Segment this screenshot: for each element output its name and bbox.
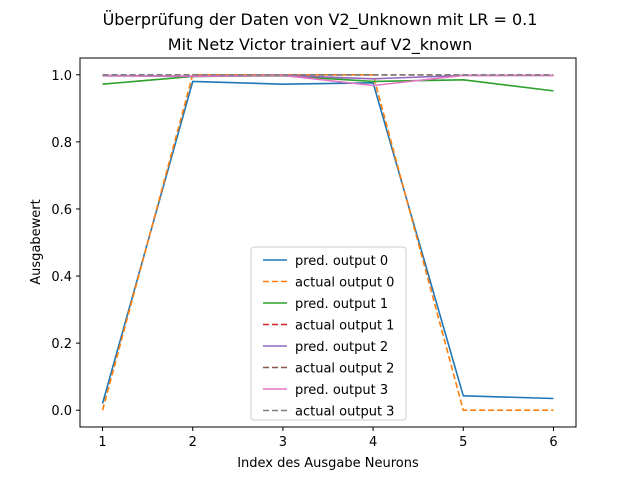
series-layer xyxy=(101,73,554,412)
legend-label: pred. output 1 xyxy=(295,297,388,312)
chart-subtitle: Mit Netz Victor trainiert auf V2_known xyxy=(168,35,472,55)
y-axis: 0.0 0.2 0.4 0.6 0.8 1.0 xyxy=(51,69,80,419)
y-axis-label: Ausgabewert xyxy=(29,199,44,284)
legend-label: actual output 1 xyxy=(295,319,394,334)
y-tick-label: 0.2 xyxy=(51,337,72,352)
x-tick-label: 1 xyxy=(98,435,106,450)
plot-frame xyxy=(79,57,577,428)
x-tick-label: 4 xyxy=(369,435,377,450)
legend-label: actual output 2 xyxy=(295,362,394,377)
series-line-0 xyxy=(101,80,554,404)
y-tick-label: 0.4 xyxy=(51,270,72,285)
x-axis-label: Index des Ausgabe Neurons xyxy=(237,456,419,471)
legend-label: pred. output 0 xyxy=(295,254,388,269)
series-line-2 xyxy=(102,74,554,92)
x-tick-label: 3 xyxy=(279,435,287,450)
series-line-6 xyxy=(102,74,554,87)
x-axis: 1 2 3 4 5 6 xyxy=(98,427,558,450)
legend: pred. output 0 actual output 0 pred. outpu… xyxy=(250,246,407,421)
legend-label: actual output 3 xyxy=(295,405,394,420)
legend-label: pred. output 2 xyxy=(295,340,388,355)
legend-items: pred. output 0 actual output 0 pred. outpu… xyxy=(263,254,394,420)
y-tick-label: 1.0 xyxy=(51,69,72,84)
legend-frame xyxy=(250,246,407,421)
y-tick-label: 0.8 xyxy=(51,136,72,151)
chart-title: Überprüfung der Daten von V2_Unknown mit… xyxy=(103,10,538,30)
x-tick-label: 6 xyxy=(549,435,557,450)
x-tick-label: 5 xyxy=(459,435,467,450)
y-tick-label: 0.6 xyxy=(51,203,72,218)
legend-label: actual output 0 xyxy=(295,276,394,291)
y-tick-label: 0.0 xyxy=(51,404,72,419)
legend-label: pred. output 3 xyxy=(295,383,388,398)
x-tick-label: 2 xyxy=(189,435,197,450)
